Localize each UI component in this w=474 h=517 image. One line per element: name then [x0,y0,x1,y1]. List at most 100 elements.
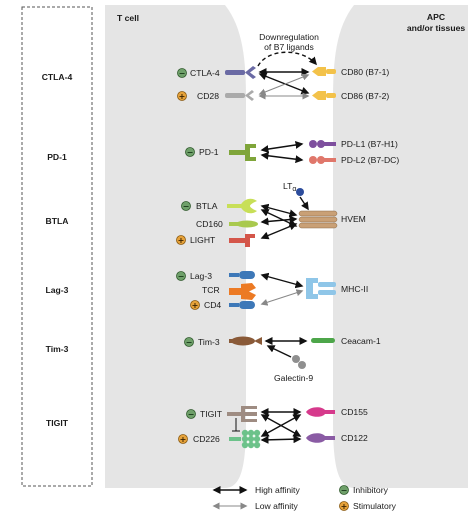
ceacam1-ligand-shape [311,338,335,343]
lag3-receptor-shape [229,271,255,279]
svg-text:−: − [178,272,185,281]
checkpoint-list: CTLA-4 PD-1 BTLA Lag-3 Tim-3 TIGIT [42,72,73,428]
checkpoint-label-btla: BTLA [46,216,69,226]
checkpoint-label-ctla4: CTLA-4 [42,72,73,82]
svg-text:+: + [341,502,348,511]
apc-title-line1: APC [427,12,445,22]
inhibitory-badge: − [185,147,195,157]
checkpoint-label-tigit: TIGIT [46,418,69,428]
tim3-receptor-shape [229,336,262,346]
btla-label: BTLA [196,201,218,211]
pdl2-label: PD-L2 (B7-DC) [341,155,399,165]
svg-text:+: + [192,301,199,310]
lag3-label: Lag-3 [190,271,212,281]
stimulatory-badge: + [178,434,188,444]
pd1-label: PD-1 [199,147,219,157]
light-receptor-shape [229,234,255,247]
cd160-label: CD160 [196,219,223,229]
cd28-label: CD28 [197,91,219,101]
tcr-label: TCR [202,285,220,295]
light-hvem-arrow [260,222,298,240]
btla-hvem-cross-arrow [260,209,298,227]
stimulatory-badge: + [190,300,200,310]
mhc2-label: MHC-II [341,284,368,294]
svg-text:−: − [187,148,194,157]
checkpoint-list-panel [21,6,93,487]
galectin9-molecule [292,355,306,369]
lta-molecule [296,188,304,196]
checkpoint-label-lag3: Lag-3 [46,285,69,295]
downregulation-label-line2: of B7 ligands [264,42,314,52]
cd160-hvem-arrow [260,215,298,226]
apc-title-line2: and/or tissues [407,23,465,33]
pd1-pdl1-arrow [260,141,304,153]
cd122-label: CD122 [341,433,368,443]
legend-high-affinity-label: High affinity [255,485,300,495]
inhibitory-badge: − [181,201,191,211]
hvem-label: HVEM [341,214,366,224]
mhc2-ligand-shape [306,278,336,299]
stimulatory-badge: + [176,235,186,245]
tcell-membrane [105,5,246,488]
legend-inhibitory-label: Inhibitory [353,485,389,495]
pd1-receptor-shape [229,144,256,161]
checkpoint-label-pd1: PD-1 [47,152,67,162]
ctla4-receptor-shape [225,66,256,79]
svg-text:+: + [179,92,186,101]
ctla4-label: CTLA-4 [190,68,220,78]
cd28-receptor-shape [225,90,254,101]
legend: High affinity Low affinity − Inhibitory … [212,485,397,511]
cd155-label: CD155 [341,407,368,417]
cd122-ligand-shape [306,433,335,443]
cd86-ligand-shape [312,91,336,100]
apc-membrane [333,5,468,488]
btla-receptor-shape [227,198,257,214]
lag3-mhc2-arrow [260,272,304,289]
inhibitory-badge: − [184,337,194,347]
inhibitory-badge: − [177,68,187,78]
cd4-receptor-shape [229,301,255,309]
svg-text:−: − [183,202,190,211]
hvem-ligand-shape [298,210,338,229]
svg-text:−: − [186,338,193,347]
ceacam1-label: Ceacam-1 [341,336,381,346]
tcell-title: T cell [117,13,139,23]
svg-text:+: + [178,236,185,245]
light-label: LIGHT [190,235,216,245]
galectin9-label: Galectin-9 [274,373,313,383]
cd80-label: CD80 (B7-1) [341,67,389,77]
downregulation-arrow [257,51,317,67]
cd226-receptor-shape [229,429,261,449]
tigit-label: TIGIT [200,409,223,419]
lta-hvem-arrow [299,196,309,211]
pdl2-ligand-shape [309,156,336,164]
lta-label: LTα [283,181,296,193]
inhibitory-badge: − [186,409,196,419]
cd155-ligand-shape [306,407,335,417]
cd226-cd155-arrow [260,414,302,437]
svg-text:−: − [341,486,348,495]
pdl1-ligand-shape [309,140,336,148]
legend-low-affinity-label: Low affinity [255,501,299,511]
ctla4-cd86-arrow [258,72,310,95]
cd80-ligand-shape [312,67,336,76]
pd1-pdl2-arrow [260,151,304,164]
tim3-label: Tim-3 [198,337,220,347]
cd86-label: CD86 (B7-2) [341,91,389,101]
cd28-cd80-arrow [258,73,310,96]
legend-stimulatory-badge: + [339,501,349,511]
cd226-cd122-arrow [260,435,302,444]
tigit-receptor-shape [227,406,257,422]
stimulatory-badge: + [177,91,187,101]
cd160-receptor-shape [229,220,258,228]
svg-text:+: + [180,435,187,444]
checkpoint-label-tim3: Tim-3 [46,344,69,354]
inhibitory-badge: − [176,271,186,281]
svg-text:−: − [179,69,186,78]
svg-text:−: − [188,410,195,419]
cd4-mhc2-arrow [260,289,304,306]
pdl1-label: PD-L1 (B7-H1) [341,139,398,149]
downregulation-label-line1: Downregulation [259,32,319,42]
galectin9-tim3-arrow [266,345,292,358]
